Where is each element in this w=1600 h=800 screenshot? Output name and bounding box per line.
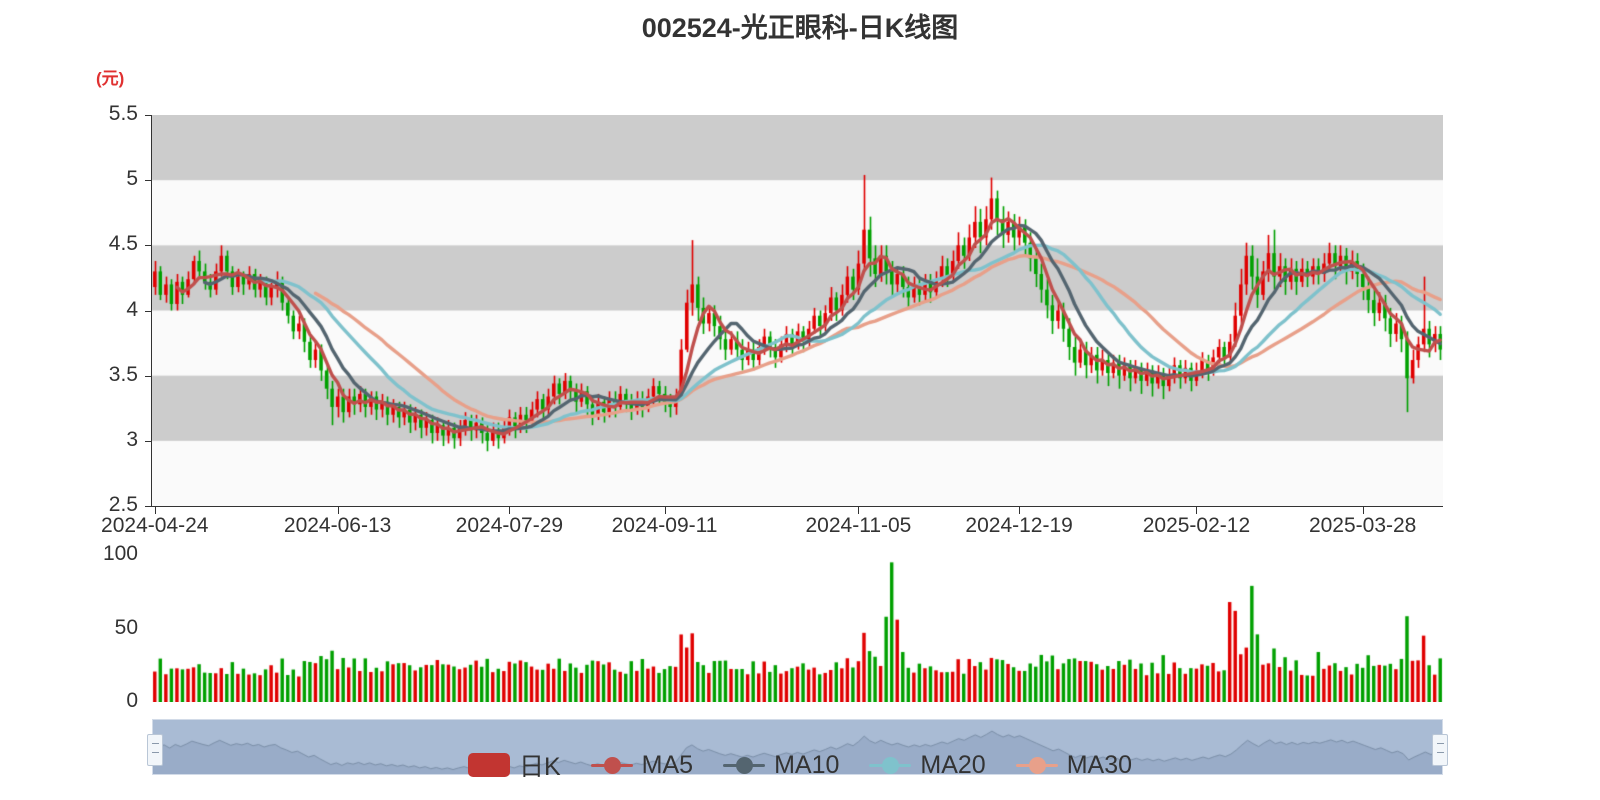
legend-label: MA30 — [1066, 750, 1133, 779]
price-y-tick — [145, 245, 151, 247]
price-y-tick-label: 4.5 — [108, 232, 138, 256]
page-title: 002524-光正眼科-日K线图 — [641, 13, 959, 43]
legend-label: MA5 — [641, 750, 694, 779]
price-x-tick-label: 2024-09-11 — [611, 514, 718, 537]
legend-label: MA10 — [774, 750, 840, 779]
price-x-tick — [509, 507, 511, 514]
line-dot-swatch-icon — [723, 753, 766, 777]
price-x-tick — [1362, 507, 1364, 514]
candlestick-swatch-icon — [467, 753, 510, 777]
price-x-tick — [1019, 507, 1021, 514]
price-y-tick — [145, 375, 151, 377]
price-y-tick-label: 4 — [126, 297, 138, 321]
price-x-tick — [154, 507, 156, 514]
price-x-tick — [337, 507, 339, 514]
price-x-tick-label: 2025-02-12 — [1142, 514, 1251, 537]
legend-item-ma5[interactable]: MA5 — [590, 750, 694, 780]
price-x-tick-label: 2024-04-24 — [101, 514, 209, 537]
price-x-tick-label: 2025-03-28 — [1308, 514, 1417, 537]
datazoom-handle-left[interactable] — [147, 734, 163, 766]
price-x-tick-label: 2024-11-05 — [805, 514, 912, 537]
price-x-tick-label: 2024-12-19 — [965, 514, 1073, 537]
volume-bars-canvas — [152, 555, 1443, 702]
datazoom-slider[interactable] — [147, 719, 1448, 775]
price-y-tick-label: 5 — [126, 167, 138, 191]
legend-label: 日K — [518, 753, 561, 781]
volume-plot-area — [152, 555, 1443, 702]
price-x-tick — [858, 507, 860, 514]
price-y-tick — [145, 440, 151, 442]
legend-item-ma10[interactable]: MA10 — [723, 751, 839, 780]
price-y-tick-label: 2.5 — [108, 493, 138, 516]
legend-item-日k[interactable]: 日K — [467, 747, 561, 783]
line-dot-swatch-icon — [590, 753, 633, 777]
price-y-tick-label: 5.5 — [108, 102, 138, 125]
legend-item-ma30[interactable]: MA30 — [1015, 750, 1133, 780]
price-x-tick-label: 2024-06-13 — [283, 514, 392, 537]
line-dot-swatch-icon — [1015, 753, 1058, 777]
price-x-tick-label: 2024-07-29 — [455, 514, 564, 537]
price-y-tick-label: 3 — [126, 427, 138, 451]
volume-y-tick-label: 0 — [126, 689, 138, 712]
candlestick-canvas — [152, 115, 1443, 506]
price-x-tick — [664, 507, 666, 514]
volume-y-tick-label: 50 — [114, 615, 138, 639]
chart-legend: 日K MA5 MA10 MA20 MA30 — [0, 745, 1600, 785]
y-axis-unit-label: (元) — [96, 69, 125, 88]
line-dot-swatch-icon — [869, 753, 912, 777]
price-y-tick — [145, 180, 151, 182]
legend-item-ma20[interactable]: MA20 — [869, 750, 986, 780]
price-x-axis-line — [151, 506, 1443, 507]
legend-label: MA20 — [920, 750, 986, 779]
volume-y-tick-label: 100 — [102, 542, 138, 565]
price-y-axis-line — [151, 115, 152, 507]
datazoom-handle-right[interactable] — [1432, 734, 1448, 766]
price-y-tick — [145, 506, 151, 507]
datazoom-preview-area — [153, 720, 1442, 774]
price-plot-area — [152, 115, 1443, 506]
price-y-tick — [145, 115, 151, 116]
price-x-tick — [1196, 507, 1198, 514]
price-y-tick — [145, 310, 151, 312]
price-y-tick-label: 3.5 — [108, 362, 138, 386]
